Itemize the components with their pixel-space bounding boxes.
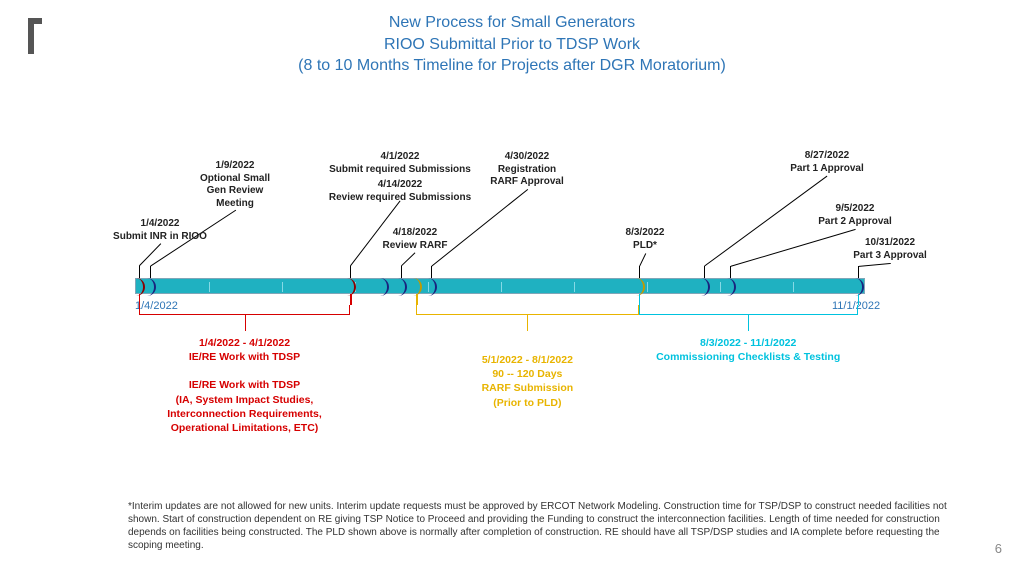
span-bracket xyxy=(639,305,858,315)
timeline-tick xyxy=(647,282,648,292)
span-drop xyxy=(639,294,641,305)
timeline-tick xyxy=(720,282,721,292)
callout: 4/30/2022RegistrationRARF Approval xyxy=(462,151,592,189)
span-drop xyxy=(139,294,141,305)
timeline-tick xyxy=(501,282,502,292)
span-tail xyxy=(748,315,749,331)
callout: 8/3/2022PLD* xyxy=(595,227,695,252)
timeline-tick xyxy=(209,282,210,292)
title-line-3: (8 to 10 Months Timeline for Projects af… xyxy=(0,55,1024,77)
page-title: New Process for Small Generators RIOO Su… xyxy=(0,0,1024,77)
page-number: 6 xyxy=(995,541,1002,556)
leader-line xyxy=(401,266,402,278)
leader-line xyxy=(639,266,640,278)
timeline xyxy=(135,278,865,294)
timeline-tick xyxy=(574,282,575,292)
timeline-node xyxy=(427,278,437,296)
timeline-node xyxy=(397,278,407,296)
title-line-2: RIOO Submittal Prior to TDSP Work xyxy=(0,34,1024,56)
leader-line xyxy=(858,262,890,266)
callout: 9/5/2022Part 2 Approval xyxy=(790,203,920,228)
leader-line xyxy=(350,266,351,278)
leader-line xyxy=(139,266,140,278)
title-line-1: New Process for Small Generators xyxy=(0,12,1024,34)
callout: 8/27/2022Part 1 Approval xyxy=(762,150,892,175)
timeline-tick xyxy=(793,282,794,292)
leader-line xyxy=(730,266,731,278)
leader-line xyxy=(858,266,859,278)
span-bracket xyxy=(139,305,351,315)
corner-bracket xyxy=(28,18,42,54)
callout: 10/31/2022Part 3 Approval xyxy=(825,237,955,262)
span-drop xyxy=(350,294,352,305)
callout: 4/18/2022Review RARF xyxy=(355,227,475,252)
timeline-node xyxy=(726,278,736,296)
callout: 1/4/2022Submit INR in RIOO xyxy=(90,218,230,243)
leader-line xyxy=(150,266,151,278)
span-drop xyxy=(416,294,418,305)
timeline-node xyxy=(146,278,156,296)
span-label: 5/1/2022 - 8/1/202290 -- 120 DaysRARF Su… xyxy=(417,353,637,410)
span-drop xyxy=(858,294,860,305)
span-bracket xyxy=(416,305,639,315)
timeline-node xyxy=(700,278,710,296)
leader-line xyxy=(639,253,646,266)
span-label: 8/3/2022 - 11/1/2022Commissioning Checkl… xyxy=(638,336,858,364)
callout: 1/9/2022Optional SmallGen ReviewMeeting xyxy=(175,160,295,210)
footnote: *Interim updates are not allowed for new… xyxy=(128,500,954,552)
span-tail xyxy=(245,315,246,331)
timeline-bar xyxy=(135,278,865,294)
leader-line xyxy=(139,244,161,267)
span-label: 1/4/2022 - 4/1/2022IE/RE Work with TDSPI… xyxy=(135,336,355,435)
leader-line xyxy=(402,253,416,267)
timeline-node xyxy=(379,278,389,296)
leader-line xyxy=(704,266,705,278)
leader-line xyxy=(431,266,432,278)
timeline-tick xyxy=(282,282,283,292)
span-tail xyxy=(527,315,528,331)
